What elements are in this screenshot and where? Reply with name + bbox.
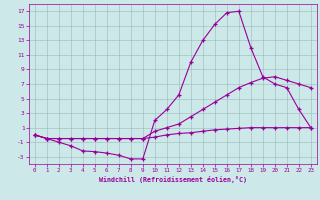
X-axis label: Windchill (Refroidissement éolien,°C): Windchill (Refroidissement éolien,°C) [99, 176, 247, 183]
